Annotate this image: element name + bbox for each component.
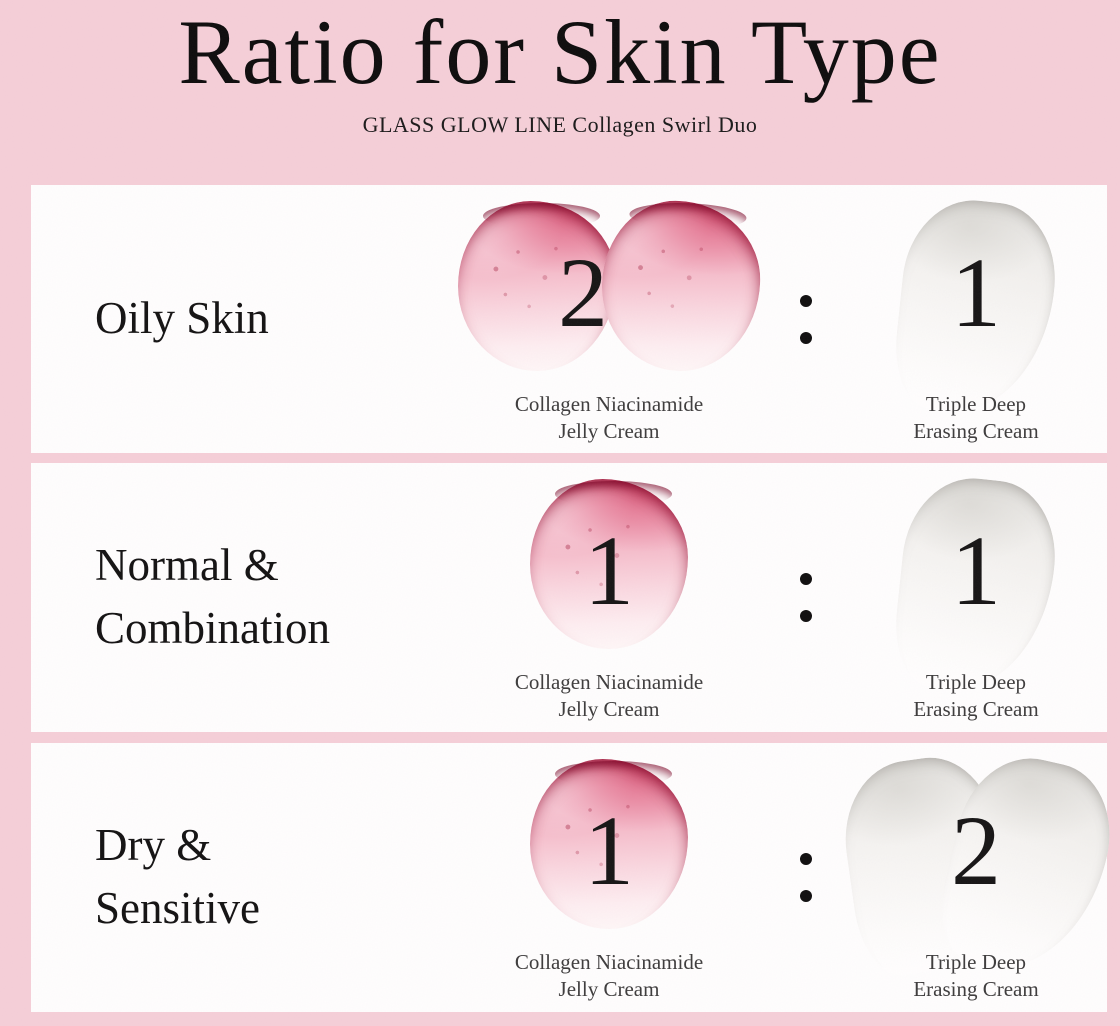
colon-dot: [800, 853, 812, 865]
skin-type-line1: Dry &: [95, 819, 212, 870]
jelly-caption: Collagen Niacinamide Jelly Cream: [429, 391, 789, 446]
erasing-cream-product: 1 Triple Deep Erasing Cream: [826, 193, 1120, 445]
ratio-colon: [784, 463, 828, 732]
skin-type-row-normal-combination: Normal & Combination 1 Collagen Niacinam…: [31, 463, 1107, 732]
cream-swatch-stack: 2: [826, 744, 1120, 986]
skin-type-label: Normal & Combination: [95, 534, 330, 662]
jelly-amount: 1: [584, 795, 634, 906]
jelly-swatch-image: [599, 198, 763, 374]
jelly-caption-line1: Collagen Niacinamide: [514, 392, 704, 416]
colon-dot: [800, 294, 812, 307]
erasing-cream-product: 2 Triple Deep Erasing Cream: [826, 744, 1120, 1003]
jelly-cream-product: 1 Collagen Niacinamide Jelly Cream: [459, 479, 759, 723]
colon-dot: [800, 610, 812, 622]
jelly-swatch-stack: 1: [459, 759, 759, 935]
skin-type-label: Dry & Sensitive: [95, 814, 260, 942]
colon-dot: [800, 890, 812, 902]
jelly-amount: 1: [584, 515, 634, 626]
skin-type-line2: Combination: [95, 603, 330, 654]
jelly-caption-line1: Collagen Niacinamide: [514, 670, 704, 694]
cream-swatch-stack: 1: [826, 193, 1120, 421]
jelly-caption-line2: Jelly Cream: [558, 977, 660, 1002]
cream-caption-line2: Erasing Cream: [913, 419, 1039, 444]
colon-dot: [800, 573, 812, 585]
cream-caption: Triple Deep Erasing Cream: [796, 669, 1120, 724]
header: Ratio for Skin Type GLASS GLOW LINE Coll…: [0, 0, 1120, 185]
jelly-swatch-stack: 2: [458, 198, 763, 377]
cream-amount: 2: [951, 795, 1001, 906]
jelly-caption: Collagen Niacinamide Jelly Cream: [429, 949, 789, 1004]
skin-type-label: Oily Skin: [95, 287, 269, 351]
jelly-caption-line2: Jelly Cream: [558, 419, 660, 444]
skin-type-line2: Sensitive: [95, 883, 260, 934]
cream-swatch-stack: 1: [826, 471, 1120, 699]
cream-caption: Triple Deep Erasing Cream: [796, 949, 1120, 1004]
jelly-cream-product: 1 Collagen Niacinamide Jelly Cream: [459, 759, 759, 1003]
ratio-colon: [784, 743, 828, 1012]
skin-type-row-dry-sensitive: Dry & Sensitive 1 Collagen Niacinamide J…: [31, 743, 1120, 1012]
jelly-caption-line2: Jelly Cream: [558, 697, 660, 722]
skin-type-row-oily: Oily Skin 2 Collagen Niacinamide Jelly C…: [31, 185, 1107, 453]
ratio-colon: [784, 185, 828, 453]
skin-type-line1: Oily Skin: [95, 293, 269, 344]
cream-amount: 1: [951, 515, 1001, 626]
cream-caption-line1: Triple Deep: [925, 950, 1027, 974]
jelly-caption-line1: Collagen Niacinamide: [514, 950, 704, 974]
cream-caption-line2: Erasing Cream: [913, 977, 1039, 1002]
cream-caption-line2: Erasing Cream: [913, 697, 1039, 722]
cream-caption-line1: Triple Deep: [925, 670, 1027, 694]
skin-type-line1: Normal &: [95, 539, 279, 590]
colon-dot: [800, 331, 812, 344]
cream-amount: 1: [951, 237, 1001, 348]
jelly-caption: Collagen Niacinamide Jelly Cream: [429, 669, 789, 724]
cream-caption: Triple Deep Erasing Cream: [796, 391, 1120, 446]
page-title: Ratio for Skin Type: [178, 1, 942, 103]
page-subtitle: GLASS GLOW LINE Collagen Swirl Duo: [362, 112, 758, 137]
jelly-amount: 2: [558, 237, 608, 348]
cream-caption-line1: Triple Deep: [925, 392, 1027, 416]
jelly-cream-product: 2 Collagen Niacinamide Jelly Cream: [458, 198, 763, 445]
erasing-cream-product: 1 Triple Deep Erasing Cream: [826, 471, 1120, 723]
jelly-swatch-stack: 1: [459, 479, 759, 655]
